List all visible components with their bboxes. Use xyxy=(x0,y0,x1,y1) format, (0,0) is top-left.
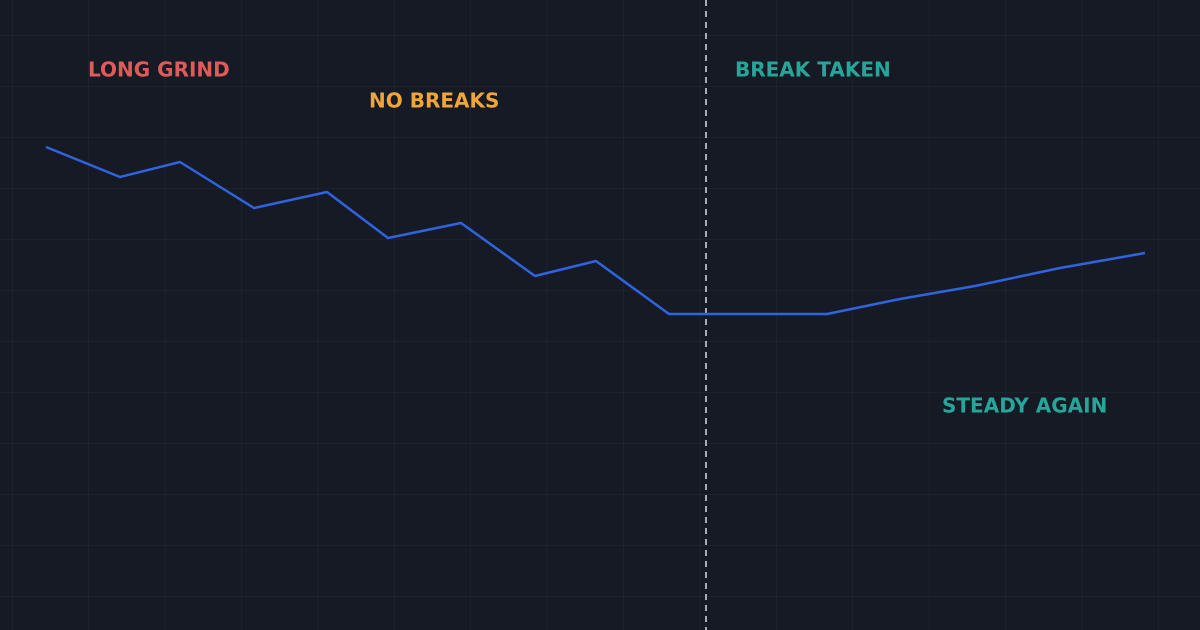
annotation: STEADY AGAIN xyxy=(942,394,1107,418)
annotation: LONG GRIND xyxy=(88,58,230,82)
data-line xyxy=(45,145,1146,316)
annotation: NO BREAKS xyxy=(369,89,499,113)
annotation: BREAK TAKEN xyxy=(735,58,891,82)
